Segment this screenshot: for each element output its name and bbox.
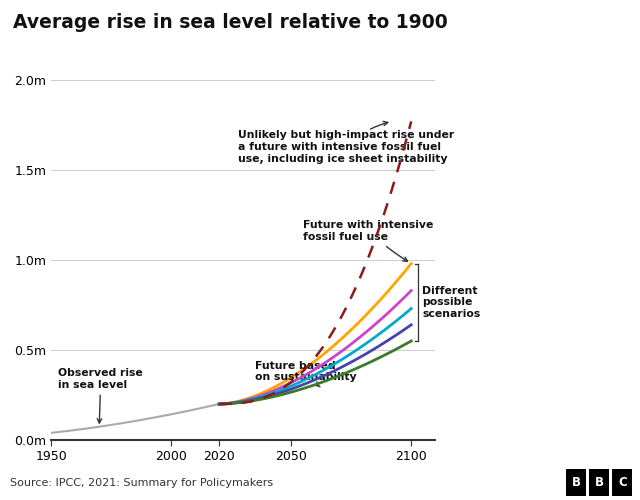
Text: B: B (572, 476, 581, 489)
Text: Unlikely but high-impact rise under
a future with intensive fossil fuel
use, inc: Unlikely but high-impact rise under a fu… (239, 122, 454, 164)
Text: Different
possible
scenarios: Different possible scenarios (422, 286, 480, 319)
FancyBboxPatch shape (612, 469, 632, 496)
Text: Future with intensive
fossil fuel use: Future with intensive fossil fuel use (303, 220, 433, 262)
Text: B: B (595, 476, 604, 489)
Text: Average rise in sea level relative to 1900: Average rise in sea level relative to 19… (13, 12, 447, 32)
Text: Source: IPCC, 2021: Summary for Policymakers: Source: IPCC, 2021: Summary for Policyma… (10, 478, 273, 488)
FancyBboxPatch shape (589, 469, 609, 496)
Text: C: C (618, 476, 627, 489)
FancyBboxPatch shape (566, 469, 586, 496)
Text: Observed rise
in sea level: Observed rise in sea level (58, 368, 143, 423)
Text: Future based
on sustainability: Future based on sustainability (255, 361, 357, 387)
